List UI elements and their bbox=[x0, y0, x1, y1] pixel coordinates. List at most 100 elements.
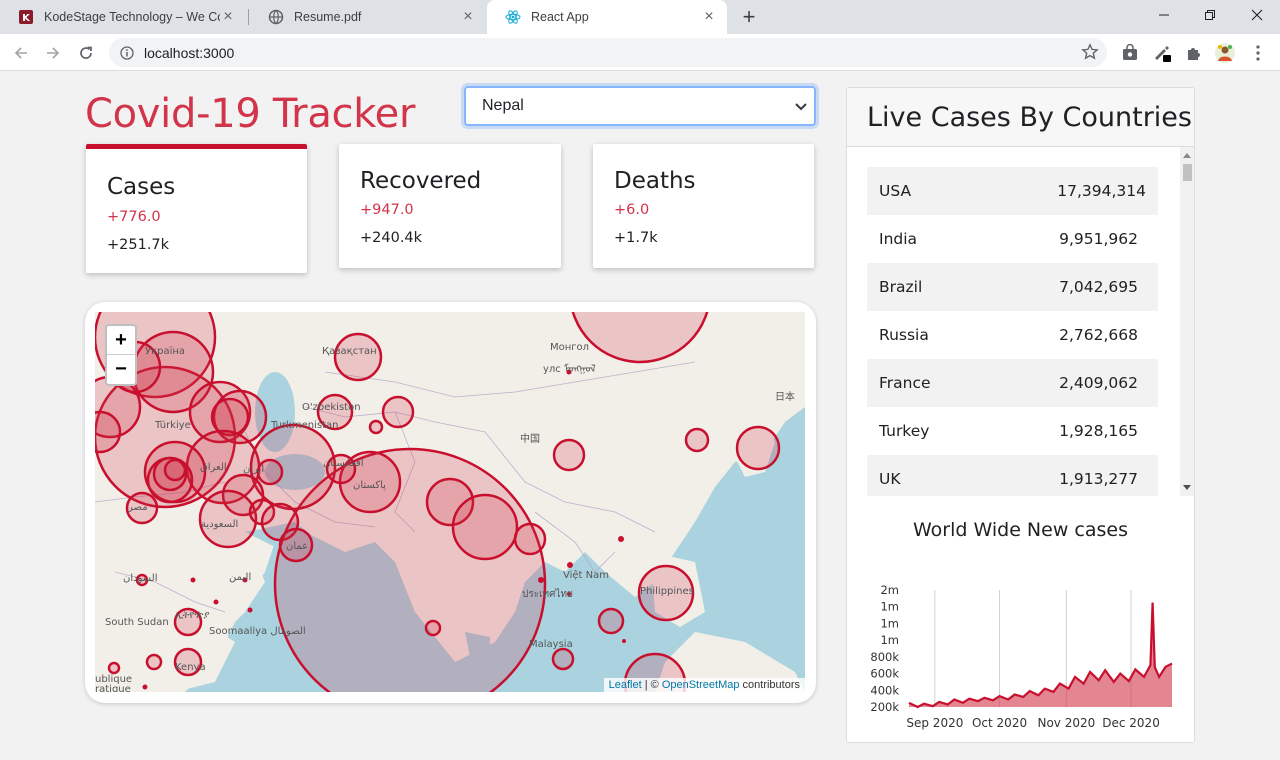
case-count: 2,409,062 bbox=[1059, 374, 1138, 392]
tab-divider bbox=[248, 9, 249, 25]
new-cases-line bbox=[908, 602, 1173, 709]
map-label: Turkmenistan bbox=[271, 420, 339, 431]
table-row: Russia 2,762,668 bbox=[867, 311, 1158, 359]
zoom-out-button[interactable]: − bbox=[115, 358, 127, 380]
forward-button[interactable] bbox=[41, 41, 65, 65]
back-button[interactable] bbox=[9, 41, 33, 65]
profile-avatar[interactable] bbox=[1214, 42, 1236, 64]
map-label: Україна bbox=[145, 346, 186, 357]
map-label: O'zbekiston bbox=[302, 402, 361, 413]
cases-card[interactable]: Cases +776.0 +251.7k bbox=[86, 144, 307, 273]
table-row: France 2,409,062 bbox=[867, 359, 1158, 407]
attribution-separator: | © bbox=[641, 679, 662, 691]
map-label: افغانستان bbox=[323, 458, 364, 469]
y-tick-label: 1m bbox=[880, 633, 899, 647]
table-row: India 9,951,962 bbox=[867, 215, 1158, 263]
address-bar[interactable]: localhost:3000 bbox=[109, 38, 1107, 67]
openstreetmap-link[interactable]: OpenStreetMap bbox=[661, 679, 740, 691]
close-window-button[interactable] bbox=[1234, 0, 1280, 30]
case-count: 2,762,668 bbox=[1059, 326, 1138, 344]
restore-button[interactable] bbox=[1187, 0, 1233, 30]
new-cases-chart[interactable]: Sep 2020 Oct 2020 Nov 2020 Dec 2020 2m 1m 1m 1m… bbox=[847, 558, 1194, 738]
case-count: 7,042,695 bbox=[1059, 278, 1138, 296]
scroll-up-arrow-icon[interactable] bbox=[1183, 153, 1191, 158]
map-label: پاکستان bbox=[353, 480, 386, 491]
kodestage-logo-icon: K bbox=[18, 9, 34, 25]
panel-title: Live Cases By Countries bbox=[867, 102, 1192, 133]
map-label: اليمن bbox=[229, 572, 252, 583]
react-logo-icon bbox=[505, 9, 521, 25]
app-title: Covid-19 Tracker bbox=[85, 91, 416, 137]
x-tick-label: Sep 2020 bbox=[906, 716, 963, 730]
reload-button[interactable] bbox=[74, 41, 98, 65]
map-label: عمان bbox=[286, 541, 309, 552]
close-icon[interactable]: × bbox=[223, 8, 233, 25]
card-total-count: +1.7k bbox=[614, 230, 658, 246]
map-label: 中国 bbox=[520, 434, 540, 445]
close-icon[interactable]: × bbox=[704, 8, 714, 25]
y-tick-label: 2m bbox=[880, 583, 899, 597]
map-attribution: Leaflet | © OpenStreetMap contributors bbox=[603, 678, 805, 692]
country-name: USA bbox=[879, 182, 912, 200]
map-label: ایران bbox=[243, 464, 265, 475]
bookmark-star-icon[interactable] bbox=[1081, 43, 1099, 61]
table-row: Turkey 1,928,165 bbox=[867, 407, 1158, 455]
table-scrollbar[interactable] bbox=[1180, 147, 1194, 496]
close-icon bbox=[1251, 9, 1263, 21]
close-icon[interactable]: × bbox=[463, 8, 473, 25]
x-tick-label: Dec 2020 bbox=[1102, 716, 1160, 730]
extension-pen-icon[interactable] bbox=[1151, 42, 1173, 64]
minimize-button[interactable] bbox=[1141, 0, 1187, 30]
live-cases-table[interactable]: USA 17,394,314 India 9,951,962 Brazil 7,042… bbox=[867, 167, 1158, 496]
country-name: Brazil bbox=[879, 278, 923, 296]
deaths-card[interactable]: Deaths +6.0 +1.7k bbox=[593, 144, 814, 268]
map-card: Қазақстан Монгол улс ᠮᠣᠩᠭᠣᠯ 日本 O'zbekist… bbox=[85, 302, 816, 703]
country-name: France bbox=[879, 374, 931, 392]
map-label: Қазақстан bbox=[322, 346, 377, 357]
live-cases-panel: Live Cases By Countries USA 17,394,314 In… bbox=[846, 87, 1195, 743]
card-title: Recovered bbox=[360, 168, 482, 194]
reload-icon bbox=[80, 46, 92, 59]
minimize-icon bbox=[1159, 14, 1169, 16]
recovered-card[interactable]: Recovered +947.0 +240.4k bbox=[339, 144, 561, 268]
case-count: 17,394,314 bbox=[1057, 182, 1146, 200]
tab-title: React App bbox=[531, 10, 589, 24]
y-tick-label: 400k bbox=[870, 683, 899, 697]
zoom-in-button[interactable]: + bbox=[107, 326, 135, 355]
chrome-menu-button[interactable] bbox=[1247, 42, 1269, 64]
tab-strip: K KodeStage Technology – We Cod × Resume… bbox=[0, 0, 1280, 34]
table-row: USA 17,394,314 bbox=[867, 167, 1158, 215]
browser-toolbar: localhost:3000 bbox=[0, 34, 1280, 71]
scroll-down-arrow-icon[interactable] bbox=[1183, 485, 1191, 490]
world-map[interactable]: Қазақстан Монгол улс ᠮᠣᠩᠭᠣᠯ 日本 O'zbekist… bbox=[95, 312, 805, 692]
tab-kodestage[interactable]: K KodeStage Technology – We Cod × bbox=[0, 0, 246, 34]
card-today-count: +947.0 bbox=[360, 202, 414, 218]
table-row: Brazil 7,042,695 bbox=[867, 263, 1158, 311]
card-today-count: +776.0 bbox=[107, 209, 161, 225]
extensions-puzzle-icon[interactable] bbox=[1183, 42, 1205, 64]
chevron-down-icon bbox=[795, 103, 807, 111]
new-tab-button[interactable]: + bbox=[742, 4, 756, 29]
map-label: улс ᠮᠣᠩᠭᠣᠯ bbox=[543, 364, 596, 375]
y-tick-label: 800k bbox=[870, 650, 899, 664]
new-cases-area bbox=[909, 602, 1172, 707]
country-select[interactable]: Nepal bbox=[464, 86, 816, 126]
tab-title: KodeStage Technology – We Cod bbox=[44, 10, 220, 24]
extension-bag-icon[interactable] bbox=[1119, 42, 1141, 64]
leaflet-link[interactable]: Leaflet bbox=[608, 679, 642, 691]
map-label: Soomaaliya الصومال bbox=[209, 626, 306, 637]
country-name: UK bbox=[879, 470, 901, 488]
zoom-control: + − bbox=[105, 324, 137, 386]
map-label: South Sudan bbox=[105, 617, 169, 628]
attribution-suffix: contributors bbox=[739, 679, 800, 691]
map-label: العراق bbox=[200, 462, 227, 473]
info-icon[interactable] bbox=[120, 45, 134, 60]
map-label: السودان bbox=[123, 573, 158, 584]
country-name: Russia bbox=[879, 326, 929, 344]
scrollbar-thumb[interactable] bbox=[1183, 164, 1192, 181]
map-label: Türkiye bbox=[155, 420, 191, 431]
tab-react-app[interactable]: React App × bbox=[487, 0, 727, 34]
arrow-left-icon bbox=[14, 47, 27, 59]
tab-resume[interactable]: Resume.pdf × bbox=[250, 0, 486, 34]
map-label: السعودية bbox=[201, 519, 239, 530]
